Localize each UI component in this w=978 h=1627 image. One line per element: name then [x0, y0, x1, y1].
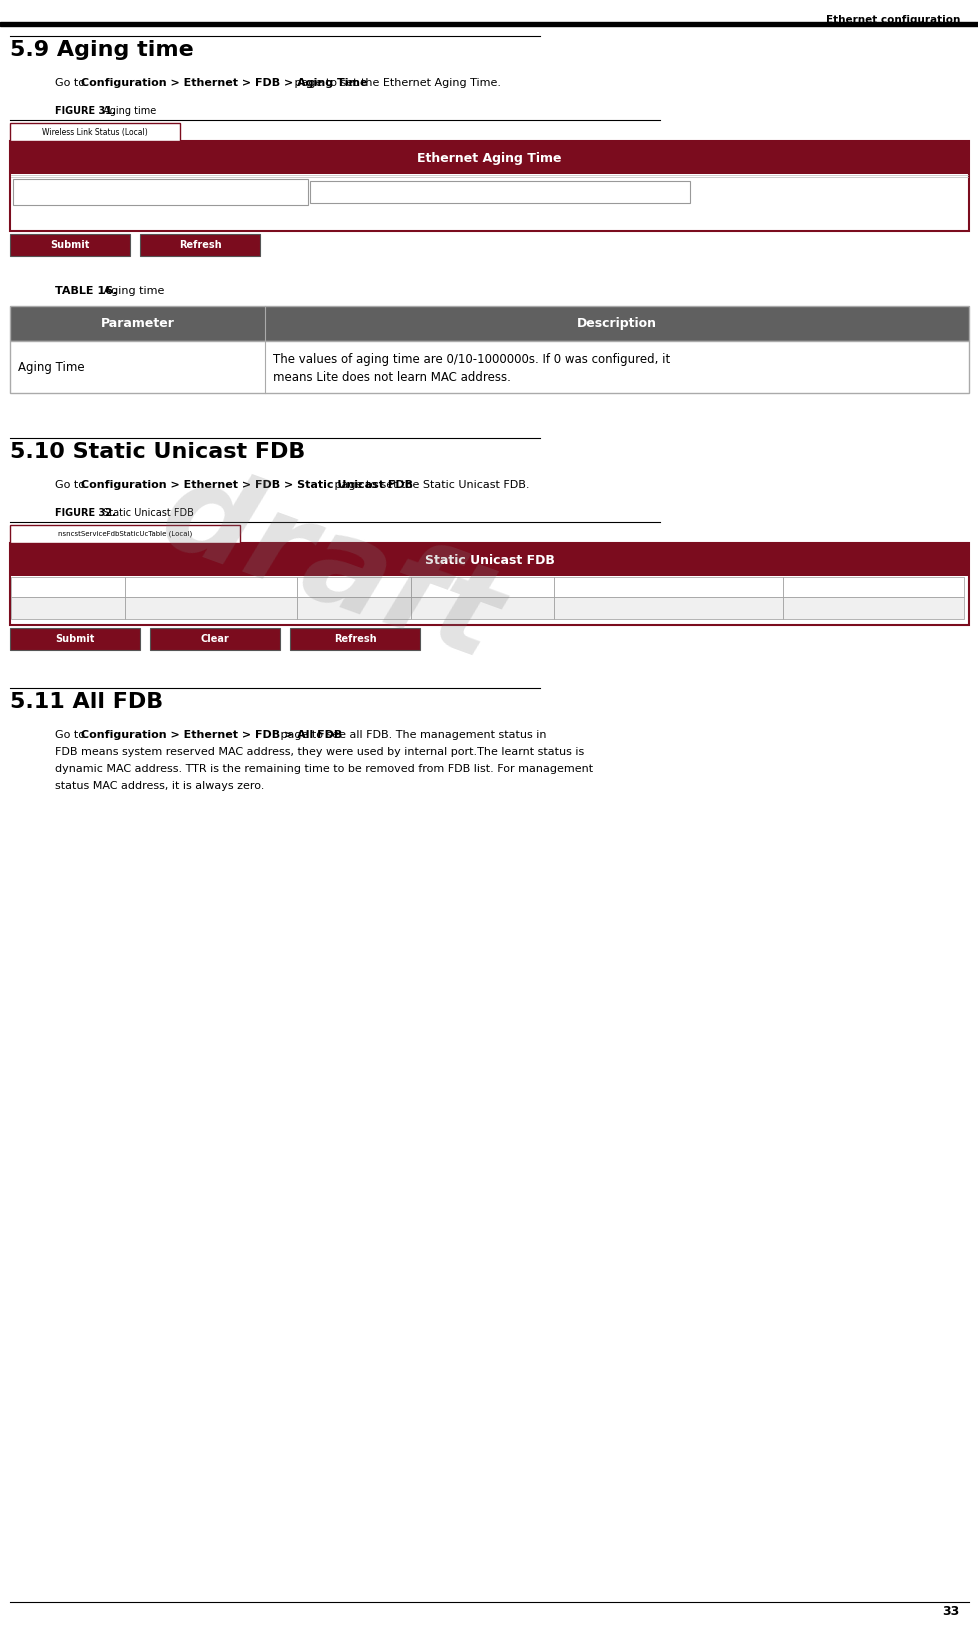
Text: means Lite does not learn MAC address.: means Lite does not learn MAC address. [273, 371, 511, 384]
Bar [782, 597, 963, 618]
Text: dynamic MAC address. TTR is the remaining time to be removed from FDB list. For : dynamic MAC address. TTR is the remainin… [55, 765, 593, 774]
Text: Configuration > Ethernet > FDB > Static Unicast FDB: Configuration > Ethernet > FDB > Static … [81, 480, 413, 490]
Text: draft: draft [145, 451, 514, 685]
Text: status MAC address, it is always zero.: status MAC address, it is always zero. [55, 781, 264, 791]
Text: Ethernet Aging Time: Ethernet Aging Time [417, 151, 561, 164]
Text: Submit: Submit [50, 241, 90, 251]
Text: Go to: Go to [55, 731, 88, 740]
Text: Action: Action [55, 582, 81, 592]
Text: Refresh: Refresh [179, 241, 221, 251]
Text: Refresh: Refresh [333, 635, 376, 644]
Text: Clear: Clear [200, 635, 229, 644]
Text: Mac Address: Mac Address [642, 582, 694, 592]
Text: ▼: ▼ [112, 605, 117, 612]
Text: Static Unicast FDB: Static Unicast FDB [424, 553, 554, 566]
Text: Port: Port [473, 582, 490, 592]
Text: Aging time: Aging time [100, 286, 164, 296]
Bar [13, 179, 308, 205]
Text: FIGURE 32.: FIGURE 32. [55, 508, 115, 517]
Text: 5.10 Static Unicast FDB: 5.10 Static Unicast FDB [10, 443, 305, 462]
Bar [125, 578, 296, 597]
Text: 1: 1 [130, 604, 135, 612]
Text: Wireless Link Status (Local): Wireless Link Status (Local) [42, 127, 148, 137]
Text: ▼: ▼ [541, 605, 546, 612]
Bar [10, 306, 968, 342]
Text: Index: Index [200, 582, 222, 592]
Text: Ethernet configuration: Ethernet configuration [824, 15, 959, 24]
Text: 33: 33 [941, 1604, 958, 1617]
Bar [10, 124, 180, 142]
Text: Submit: Submit [55, 635, 95, 644]
Text: Static Unicast FDB: Static Unicast FDB [100, 508, 194, 517]
Bar [11, 543, 967, 576]
Text: ▼: ▼ [398, 605, 403, 612]
Text: Aging time: Aging time [100, 106, 156, 116]
Bar [554, 597, 782, 618]
Text: Aging Time(0|10..1000000s): Aging Time(0|10..1000000s) [17, 187, 155, 197]
Bar [10, 628, 140, 651]
Bar [289, 628, 420, 651]
Bar [411, 597, 554, 618]
Text: page to set the Ethernet Aging Time.: page to set the Ethernet Aging Time. [291, 78, 501, 88]
Text: Go to: Go to [55, 78, 88, 88]
Text: 5.9 Aging time: 5.9 Aging time [10, 41, 194, 60]
Text: Status: Status [860, 582, 886, 592]
Bar [782, 578, 963, 597]
Text: Configuration > Ethernet > FDB > All FDB: Configuration > Ethernet > FDB > All FDB [81, 731, 341, 740]
Bar [11, 578, 125, 597]
Bar [10, 543, 968, 625]
Bar [296, 578, 411, 597]
Bar [411, 578, 554, 597]
Bar [296, 597, 411, 618]
Bar [310, 181, 689, 203]
Text: FDB means system reserved MAC address, they were used by internal port.The learn: FDB means system reserved MAC address, t… [55, 747, 584, 757]
Bar [10, 526, 240, 543]
Bar [10, 342, 968, 394]
Text: nsncstServiceFdbStaticUcTable (Local): nsncstServiceFdbStaticUcTable (Local) [58, 530, 192, 537]
Text: page to see all FDB. The management status in: page to see all FDB. The management stat… [277, 731, 546, 740]
Text: Configuration > Ethernet > FDB > Aging Time: Configuration > Ethernet > FDB > Aging T… [81, 78, 367, 88]
Text: Parameter: Parameter [101, 317, 174, 330]
Bar [11, 597, 125, 618]
Bar [10, 142, 968, 231]
Text: 5.11 All FDB: 5.11 All FDB [10, 691, 163, 713]
Bar [140, 234, 260, 255]
Bar [10, 234, 130, 255]
Text: FIGURE 31.: FIGURE 31. [55, 106, 115, 116]
Text: VLAN: VLAN [342, 582, 365, 592]
Text: Go to: Go to [55, 480, 88, 490]
Bar [11, 142, 967, 174]
Text: Aging Time: Aging Time [18, 361, 84, 374]
Bar [150, 628, 280, 651]
Text: 300: 300 [315, 187, 335, 197]
Bar [125, 597, 296, 618]
Bar [554, 578, 782, 597]
Bar [0, 23, 978, 26]
Text: page to set the Static Unicast FDB.: page to set the Static Unicast FDB. [331, 480, 529, 490]
Text: Description: Description [576, 317, 656, 330]
Text: TABLE 16.: TABLE 16. [55, 286, 117, 296]
Text: The values of aging time are 0/10-1000000s. If 0 was configured, it: The values of aging time are 0/10-100000… [273, 353, 670, 366]
